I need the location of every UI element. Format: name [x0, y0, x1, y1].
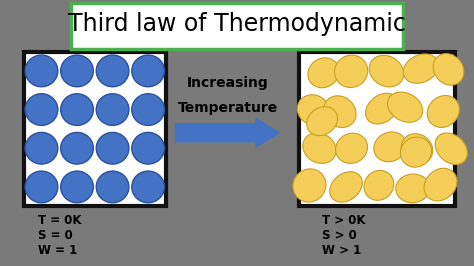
Ellipse shape — [330, 172, 362, 202]
Ellipse shape — [297, 95, 329, 125]
FancyBboxPatch shape — [299, 52, 455, 206]
Ellipse shape — [96, 171, 129, 203]
Ellipse shape — [132, 55, 164, 87]
Ellipse shape — [132, 94, 164, 126]
Ellipse shape — [303, 133, 336, 163]
Text: T > 0K
S > 0
W > 1: T > 0K S > 0 W > 1 — [322, 214, 366, 257]
Ellipse shape — [401, 137, 431, 167]
Ellipse shape — [324, 96, 356, 127]
Ellipse shape — [25, 132, 58, 164]
FancyArrow shape — [175, 119, 280, 147]
Ellipse shape — [61, 171, 93, 203]
Ellipse shape — [132, 171, 164, 203]
Ellipse shape — [433, 54, 464, 85]
Ellipse shape — [25, 55, 58, 87]
Ellipse shape — [308, 58, 339, 88]
Text: Increasing: Increasing — [187, 76, 268, 89]
FancyBboxPatch shape — [71, 3, 403, 49]
Ellipse shape — [364, 171, 394, 200]
Text: Third law of Thermodynamic: Third law of Thermodynamic — [68, 13, 406, 36]
Text: T = 0K
S = 0
W = 1: T = 0K S = 0 W = 1 — [38, 214, 82, 257]
Ellipse shape — [25, 171, 58, 203]
Ellipse shape — [336, 133, 367, 163]
Ellipse shape — [427, 95, 459, 127]
Ellipse shape — [307, 107, 337, 136]
Ellipse shape — [365, 93, 399, 124]
Ellipse shape — [61, 94, 93, 126]
Ellipse shape — [132, 132, 164, 164]
Ellipse shape — [293, 169, 326, 202]
Ellipse shape — [335, 55, 368, 88]
Ellipse shape — [403, 54, 438, 83]
Ellipse shape — [401, 134, 433, 164]
Ellipse shape — [396, 174, 430, 203]
Text: Temperature: Temperature — [177, 101, 278, 115]
Ellipse shape — [374, 132, 406, 162]
Ellipse shape — [25, 94, 58, 126]
Ellipse shape — [388, 92, 423, 122]
Ellipse shape — [96, 132, 129, 164]
Ellipse shape — [96, 55, 129, 87]
Ellipse shape — [96, 94, 129, 126]
Ellipse shape — [435, 133, 467, 164]
Ellipse shape — [61, 55, 93, 87]
Ellipse shape — [369, 55, 404, 87]
Ellipse shape — [61, 132, 93, 164]
Ellipse shape — [424, 168, 457, 201]
FancyBboxPatch shape — [24, 52, 166, 206]
